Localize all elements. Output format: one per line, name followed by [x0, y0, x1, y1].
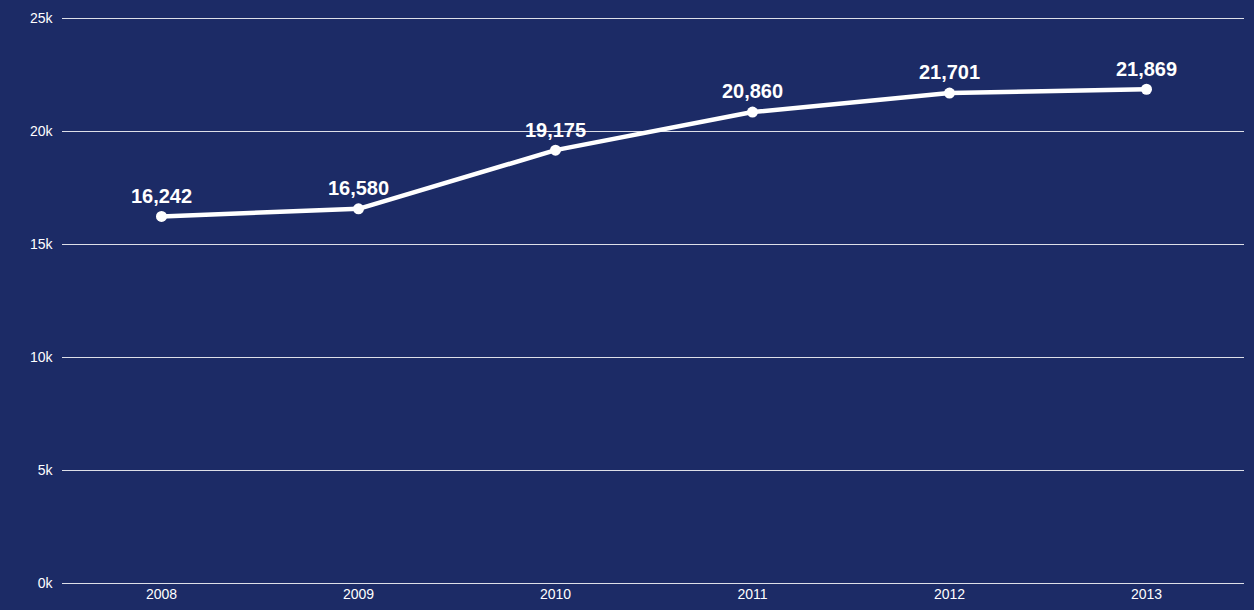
svg-text:2009: 2009 — [343, 586, 374, 602]
svg-text:21,701: 21,701 — [919, 61, 980, 83]
svg-text:0k: 0k — [38, 575, 54, 591]
svg-text:2011: 2011 — [737, 586, 767, 602]
svg-text:10k: 10k — [30, 349, 54, 365]
svg-text:15k: 15k — [30, 236, 54, 252]
svg-text:2013: 2013 — [1131, 586, 1162, 602]
svg-text:20,860: 20,860 — [722, 80, 783, 102]
svg-text:2008: 2008 — [146, 586, 177, 602]
svg-text:19,175: 19,175 — [525, 119, 586, 141]
svg-text:21,869: 21,869 — [1116, 58, 1177, 80]
svg-text:16,580: 16,580 — [328, 177, 389, 199]
svg-text:16,242: 16,242 — [131, 185, 192, 207]
svg-text:2012: 2012 — [934, 586, 965, 602]
svg-text:25k: 25k — [30, 10, 54, 26]
svg-text:2010: 2010 — [540, 586, 571, 602]
svg-text:5k: 5k — [38, 462, 54, 478]
svg-text:20k: 20k — [30, 123, 54, 139]
